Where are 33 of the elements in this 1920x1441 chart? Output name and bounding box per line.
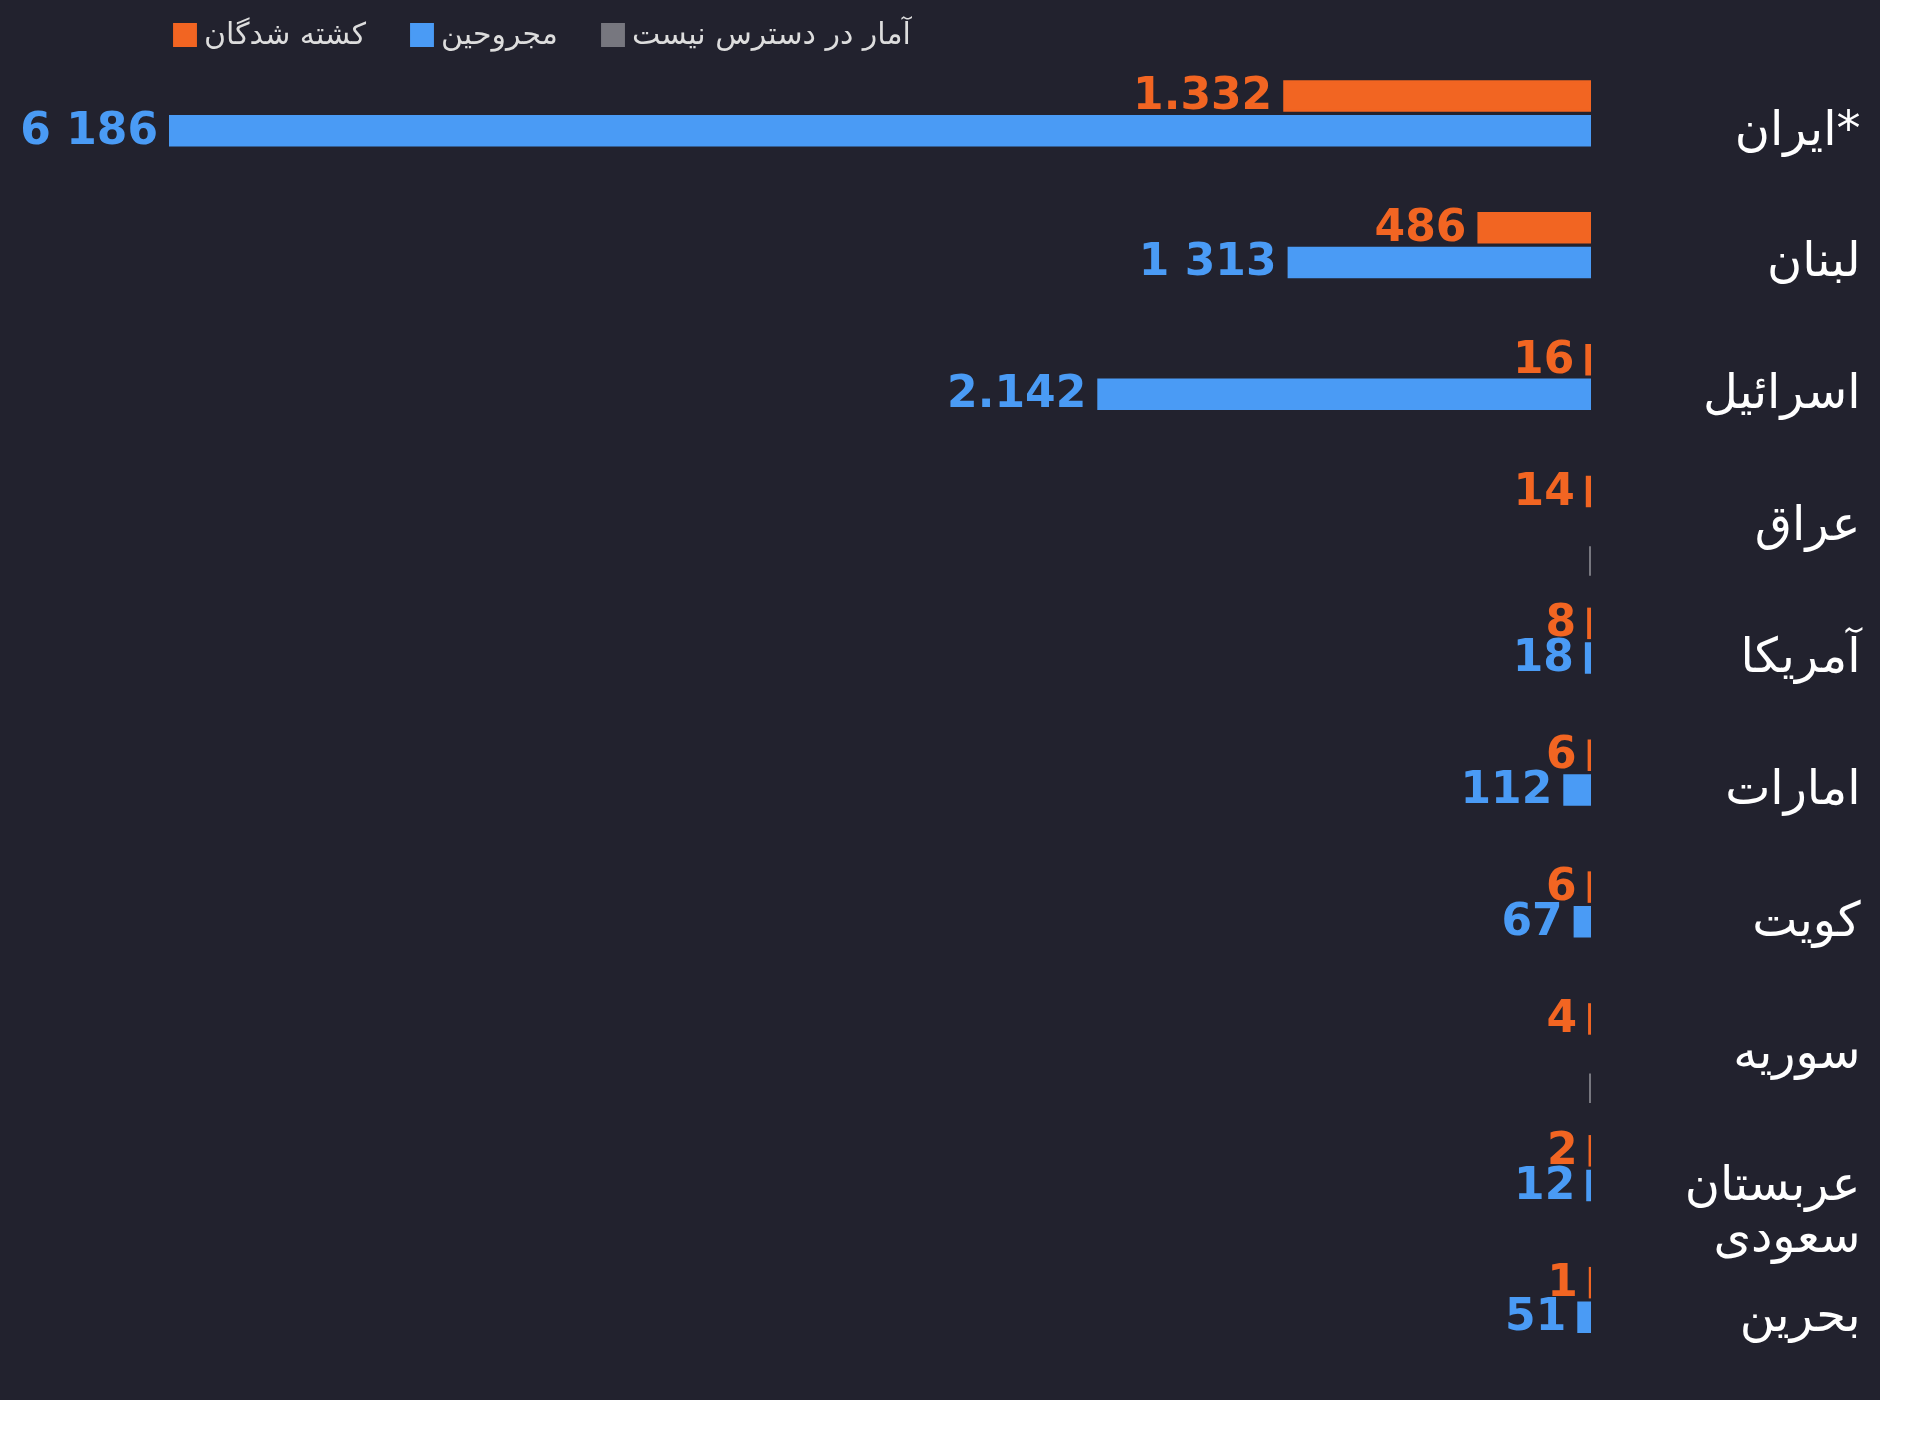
bar	[169, 114, 1591, 147]
y-tick-label: بحرین	[1739, 1286, 1861, 1344]
bar	[1563, 774, 1591, 806]
data-label: 1 313	[1138, 234, 1277, 286]
y-tick-label: عراق	[1754, 495, 1861, 553]
y-tick-label: آمریکا	[1740, 626, 1864, 685]
data-label: 1.332	[1133, 67, 1273, 119]
bar	[1585, 343, 1591, 376]
y-tick-label: اسرائیل	[1702, 363, 1861, 421]
y-tick-label: امارات	[1725, 758, 1861, 816]
bar	[1586, 1169, 1591, 1202]
data-label: 16	[1513, 331, 1575, 383]
legend-label: آمار در دسترس نیست	[632, 16, 913, 51]
bar	[1097, 378, 1591, 411]
bar	[1584, 642, 1591, 674]
y-tick-label: ایران*	[1734, 99, 1861, 157]
y-tick-label: کویت	[1752, 890, 1861, 948]
legend-label: مجروحین	[441, 16, 558, 52]
bar	[1573, 906, 1591, 938]
y-tick-label: عربستان سعودی	[1684, 1154, 1861, 1264]
data-label: 14	[1513, 463, 1575, 515]
legend-label: کشته شدگان	[204, 16, 367, 51]
data-label: 6 186	[20, 102, 158, 154]
data-label: 4	[1546, 990, 1578, 1042]
bar	[1585, 475, 1591, 508]
y-tick-label: سوریه	[1733, 1022, 1861, 1080]
data-label: 486	[1374, 199, 1467, 251]
data-label: 2.142	[947, 366, 1087, 418]
bar	[1577, 1301, 1591, 1334]
bar	[1283, 80, 1591, 112]
bar	[1287, 246, 1591, 279]
y-tick-label: لبنان	[1767, 231, 1861, 288]
bar	[1477, 212, 1591, 244]
